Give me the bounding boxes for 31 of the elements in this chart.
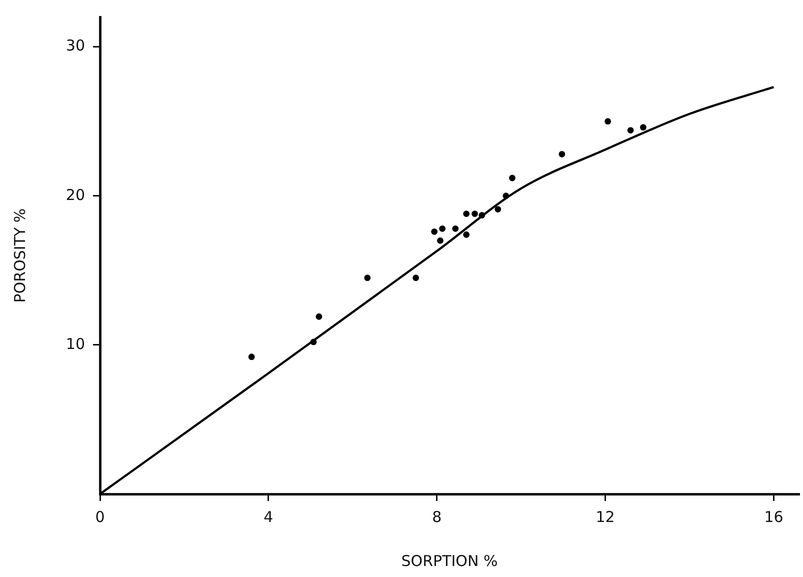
point [439, 225, 446, 232]
point [412, 274, 420, 282]
point [509, 174, 516, 182]
point [494, 206, 502, 212]
y-axis-title: POROSITY % [10, 208, 29, 303]
x-axis-title: SORPTION % [401, 552, 498, 570]
point [558, 150, 566, 158]
point [627, 127, 634, 134]
point [452, 225, 459, 232]
point [310, 338, 317, 346]
point [502, 192, 510, 200]
x-tick-label: 12 [596, 508, 615, 526]
x-tick-label: 16 [764, 508, 784, 526]
point [316, 313, 322, 320]
point [248, 354, 255, 360]
line-series [100, 86, 775, 494]
x-tick-label: 8 [432, 508, 442, 526]
y-tick-label: 30 [66, 36, 85, 55]
point [640, 124, 646, 131]
point [472, 210, 478, 217]
point [463, 231, 470, 238]
x-tick-label: 0 [95, 508, 105, 526]
point [463, 210, 470, 217]
point [478, 212, 486, 218]
point [431, 228, 438, 235]
point [437, 237, 444, 244]
y-tick-label: 10 [66, 334, 85, 353]
point [364, 274, 371, 282]
x-tick-label: 4 [264, 508, 274, 526]
y-tick-label: 20 [66, 186, 85, 204]
point [604, 118, 612, 125]
